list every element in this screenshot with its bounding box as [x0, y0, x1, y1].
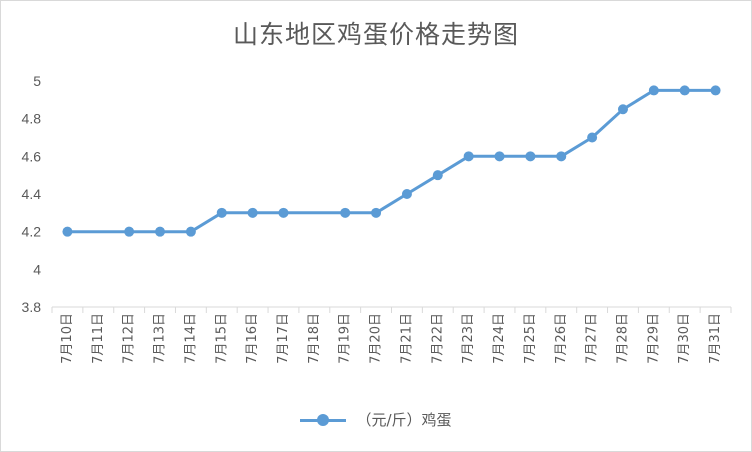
data-point [155, 226, 166, 237]
data-point [432, 170, 443, 181]
data-point [371, 207, 382, 218]
data-point [185, 226, 196, 237]
x-tick-label: 7月27日 [585, 313, 600, 364]
data-point [648, 85, 659, 96]
y-tick-label: 4 [33, 261, 41, 277]
x-tick-label: 7月12日 [122, 313, 137, 364]
data-point [401, 189, 412, 199]
series-line [67, 88, 716, 234]
x-tick-label: 7月28日 [615, 313, 630, 364]
x-tick-label: 7月18日 [307, 313, 322, 364]
x-tick-label: 7月21日 [399, 313, 414, 364]
data-point [124, 226, 135, 237]
x-tick-label: 7月13日 [153, 313, 168, 364]
data-point [340, 207, 351, 218]
y-tick-label: 4.6 [22, 148, 42, 164]
y-tick-label: 5 [33, 73, 41, 89]
x-tick-label: 7月29日 [646, 313, 661, 364]
x-tick-label: 7月14日 [183, 313, 198, 364]
x-tick-label: 7月20日 [369, 313, 384, 364]
chart-legend: （元/斤）鸡蛋 [1, 409, 751, 430]
x-tick-label: 7月31日 [708, 313, 723, 364]
legend-series-swatch [300, 413, 347, 426]
data-point [463, 151, 474, 162]
x-tick-label: 7月17日 [276, 313, 291, 364]
x-tick-label: 7月25日 [523, 313, 538, 364]
data-point [587, 132, 598, 143]
y-tick-label: 4.4 [22, 186, 42, 202]
data-point [247, 207, 258, 218]
data-point [525, 151, 536, 162]
data-point [216, 207, 227, 218]
x-tick-label: 7月19日 [338, 313, 353, 364]
x-tick-label: 7月16日 [245, 313, 260, 364]
x-tick-label: 7月24日 [492, 313, 507, 364]
data-point [62, 226, 73, 237]
data-point [494, 151, 505, 162]
data-point [617, 104, 628, 115]
data-point [278, 207, 289, 218]
y-tick-label: 3.8 [22, 299, 42, 315]
data-point [679, 85, 690, 96]
x-tick-label: 7月10日 [60, 313, 75, 364]
x-tick-label: 7月22日 [430, 313, 445, 364]
data-point [710, 85, 721, 96]
x-tick-label: 7月26日 [554, 313, 569, 364]
x-tick-label: 7月15日 [214, 313, 229, 364]
y-tick-label: 4.8 [22, 111, 42, 127]
x-tick-label: 7月11日 [91, 313, 106, 364]
x-tick-label: 7月23日 [461, 313, 476, 364]
chart-title: 山东地区鸡蛋价格走势图 [232, 20, 519, 49]
data-point [556, 151, 567, 162]
x-tick-label: 7月30日 [677, 313, 692, 364]
legend-series-label: （元/斤）鸡蛋 [356, 411, 452, 429]
y-tick-label: 4.2 [22, 224, 42, 240]
